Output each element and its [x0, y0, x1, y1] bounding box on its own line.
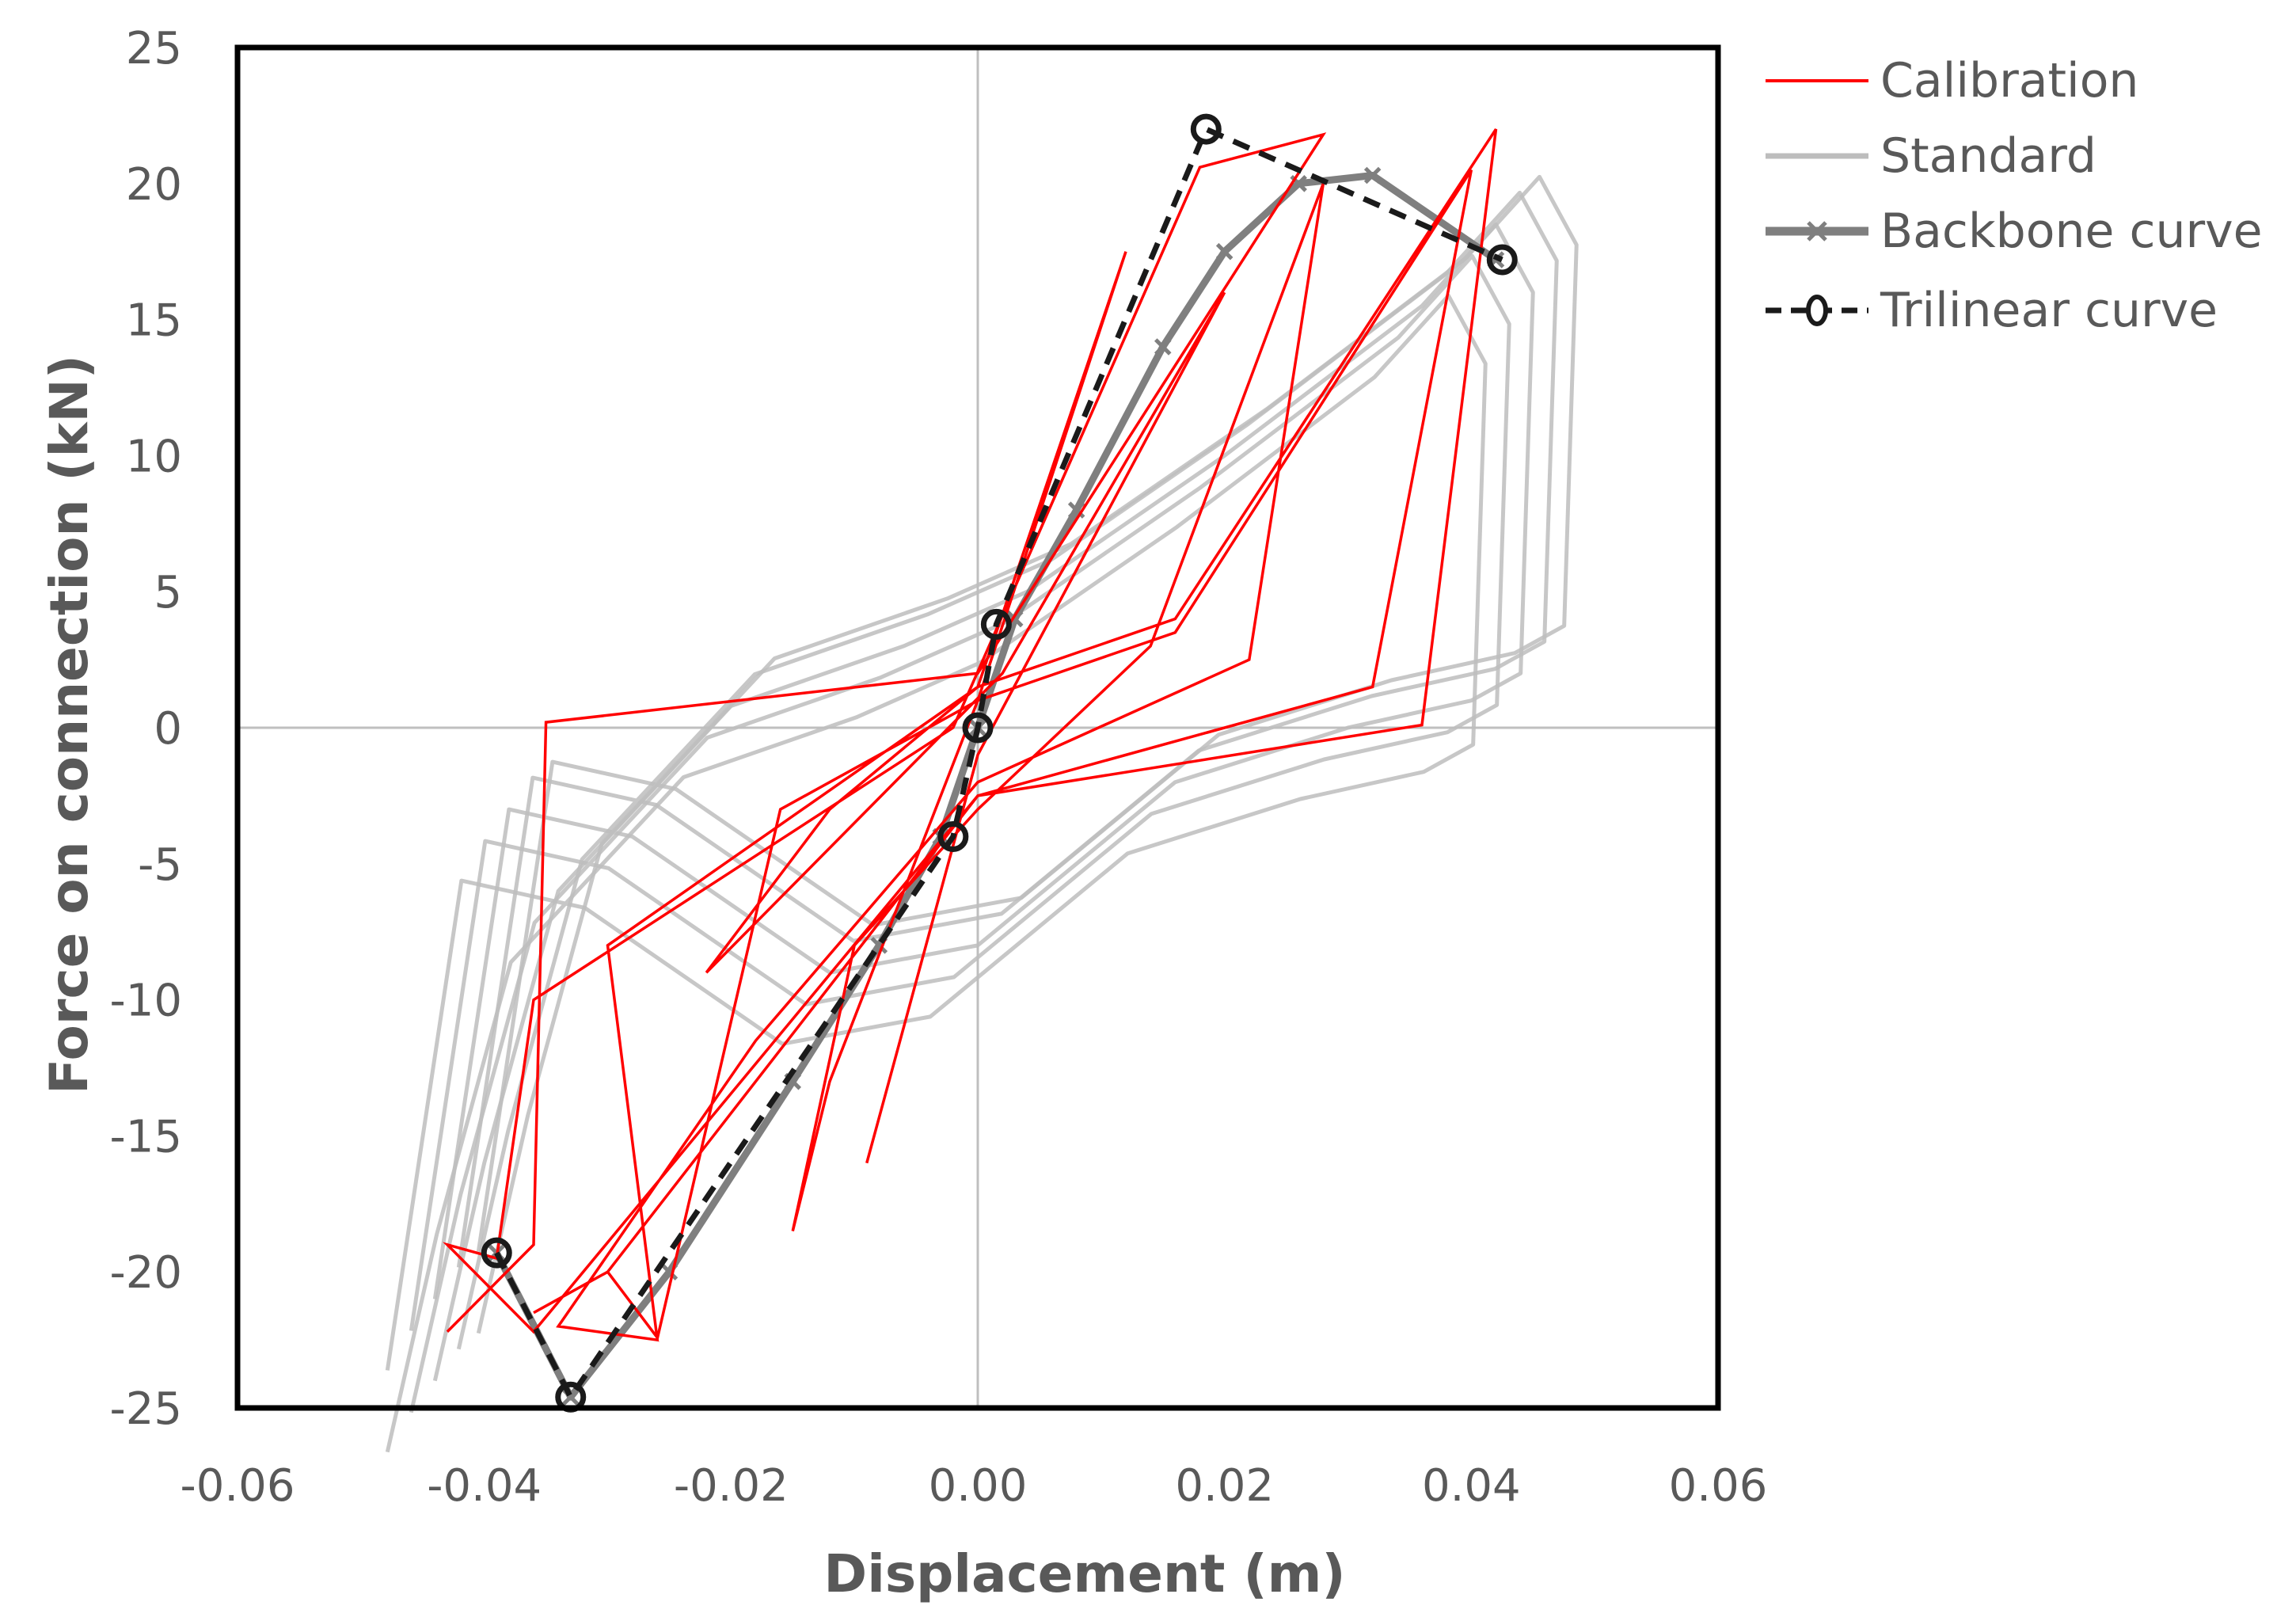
x-tick-label: 0.02 [1175, 1460, 1274, 1512]
series-layer [385, 113, 1579, 1453]
y-tick-label: -15 [110, 1111, 182, 1162]
trilinear-point [481, 1237, 512, 1269]
trilinear-point [1486, 244, 1518, 276]
legend: Calibration Standard Backbone curve Triline… [1766, 53, 2263, 338]
trilinear-series-line [494, 125, 1503, 1403]
y-tick-label: -25 [110, 1383, 182, 1435]
y-tick-label: 5 [154, 567, 182, 618]
backbone-series-line [493, 171, 1499, 1401]
x-tick-label: 0.06 [1669, 1460, 1768, 1512]
legend-label: Trilinear curve [1880, 283, 2218, 338]
y-tick-label: 15 [126, 295, 182, 347]
y-tick-label: -20 [110, 1247, 182, 1299]
y-tick-label: 25 [126, 23, 182, 74]
x-tick-labels: -0.06 -0.04 -0.02 0.00 0.02 0.04 0.06 [181, 1460, 1768, 1512]
standard-series-line [409, 253, 1511, 1413]
x-tick-label: -0.04 [427, 1460, 542, 1512]
y-tick-label: 20 [126, 159, 182, 211]
backbone-point [1067, 501, 1085, 519]
trilinear-point [937, 820, 969, 852]
legend-label: Calibration [1880, 53, 2138, 108]
y-tick-label: -5 [138, 839, 182, 891]
y-tick-labels: 25 20 15 10 5 0 -5 -10 -15 -20 -25 [110, 23, 182, 1435]
trilinear-point [962, 712, 994, 744]
x-axis-title: Displacement (m) [823, 1543, 1345, 1604]
y-tick-label: 10 [126, 431, 182, 482]
x-tick-label: -0.06 [181, 1460, 295, 1512]
standard-series-line [385, 293, 1488, 1453]
backbone-point [1154, 338, 1172, 356]
legend-marker-trilinear [1806, 295, 1828, 326]
x-tick-label: 0.04 [1422, 1460, 1521, 1512]
y-tick-label: -10 [110, 976, 182, 1027]
legend-marker-backbone [1807, 221, 1827, 242]
trilinear-point [980, 608, 1012, 640]
y-axis-title: Force on connection (kN) [39, 355, 100, 1094]
backbone-point [1215, 242, 1234, 261]
standard-series-line [476, 174, 1579, 1334]
trilinear-point [1190, 113, 1222, 145]
plot-frame [234, 44, 1721, 1411]
x-tick-label: -0.02 [674, 1460, 789, 1512]
legend-label: Backbone curve [1880, 204, 2263, 259]
standard-series-line [456, 190, 1559, 1350]
backbone-point [1363, 166, 1382, 185]
y-tick-label: 0 [154, 703, 182, 755]
x-tick-label: 0.00 [929, 1460, 1028, 1512]
calibration-series-line [443, 128, 1498, 1342]
legend-label: Standard [1880, 128, 2096, 184]
